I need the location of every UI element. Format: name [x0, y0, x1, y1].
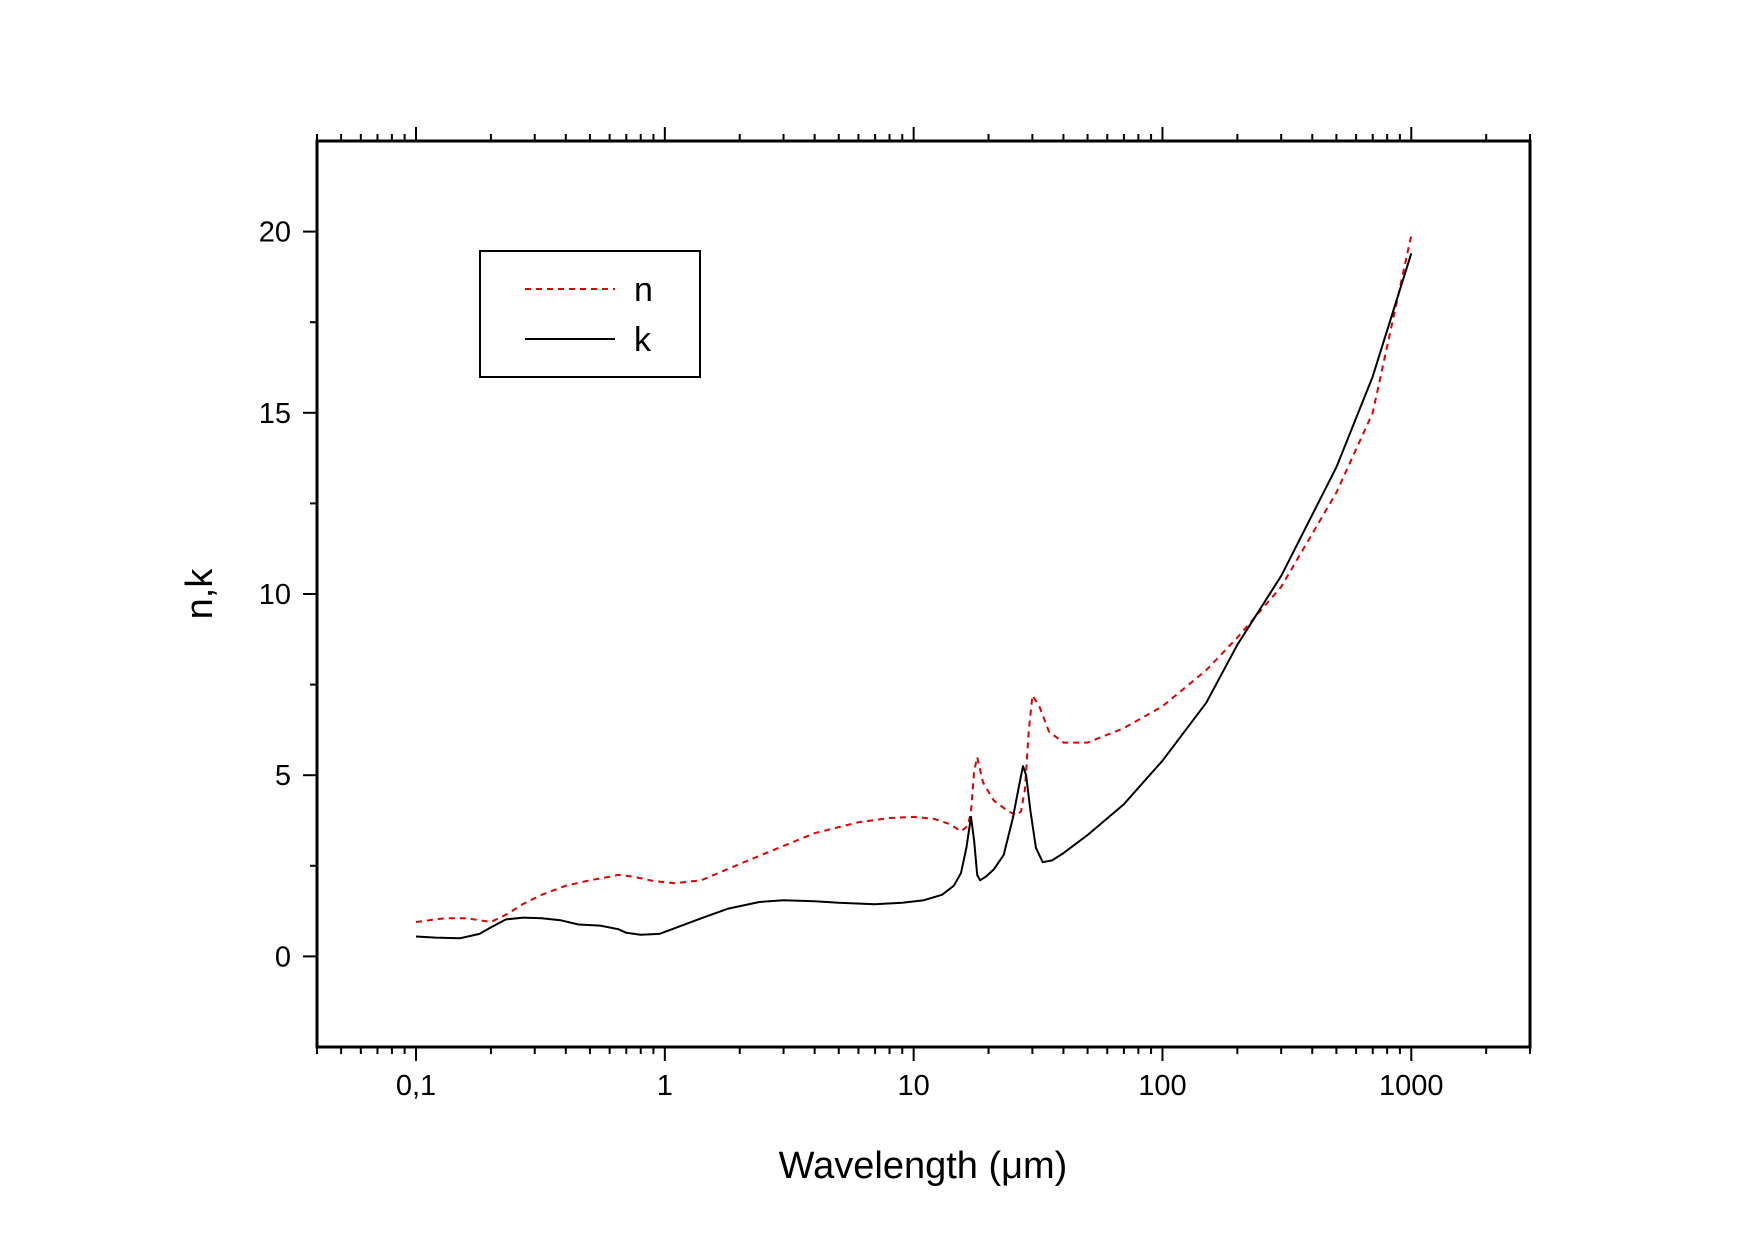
legend-label-k: k: [634, 321, 652, 359]
y-tick-label: 5: [275, 760, 291, 792]
y-tick-label: 10: [259, 579, 291, 611]
legend: n k: [479, 250, 701, 378]
series-layer: [415, 234, 1413, 940]
y-axis-label: n,k: [179, 568, 221, 620]
x-tick-label: 1: [657, 1070, 673, 1102]
x-tick-label: 10: [898, 1070, 930, 1102]
x-tick-label: 1000: [1379, 1070, 1444, 1102]
series-n-line: [415, 234, 1413, 923]
legend-box: [479, 250, 701, 378]
x-tick-label: 100: [1138, 1070, 1186, 1102]
series-k-line: [415, 253, 1413, 940]
legend-label-n: n: [634, 271, 653, 309]
x-axis-ticks: 0,1 1 10 100 1000: [316, 127, 1531, 1102]
x-axis-label: Wavelength (μm): [779, 1145, 1068, 1187]
y-tick-label: 15: [259, 398, 291, 430]
y-tick-label: 0: [275, 941, 291, 973]
y-tick-label: 20: [259, 217, 291, 249]
x-tick-label: 0,1: [396, 1070, 436, 1102]
y-axis-ticks: 0 5 10 15 20: [259, 217, 317, 973]
